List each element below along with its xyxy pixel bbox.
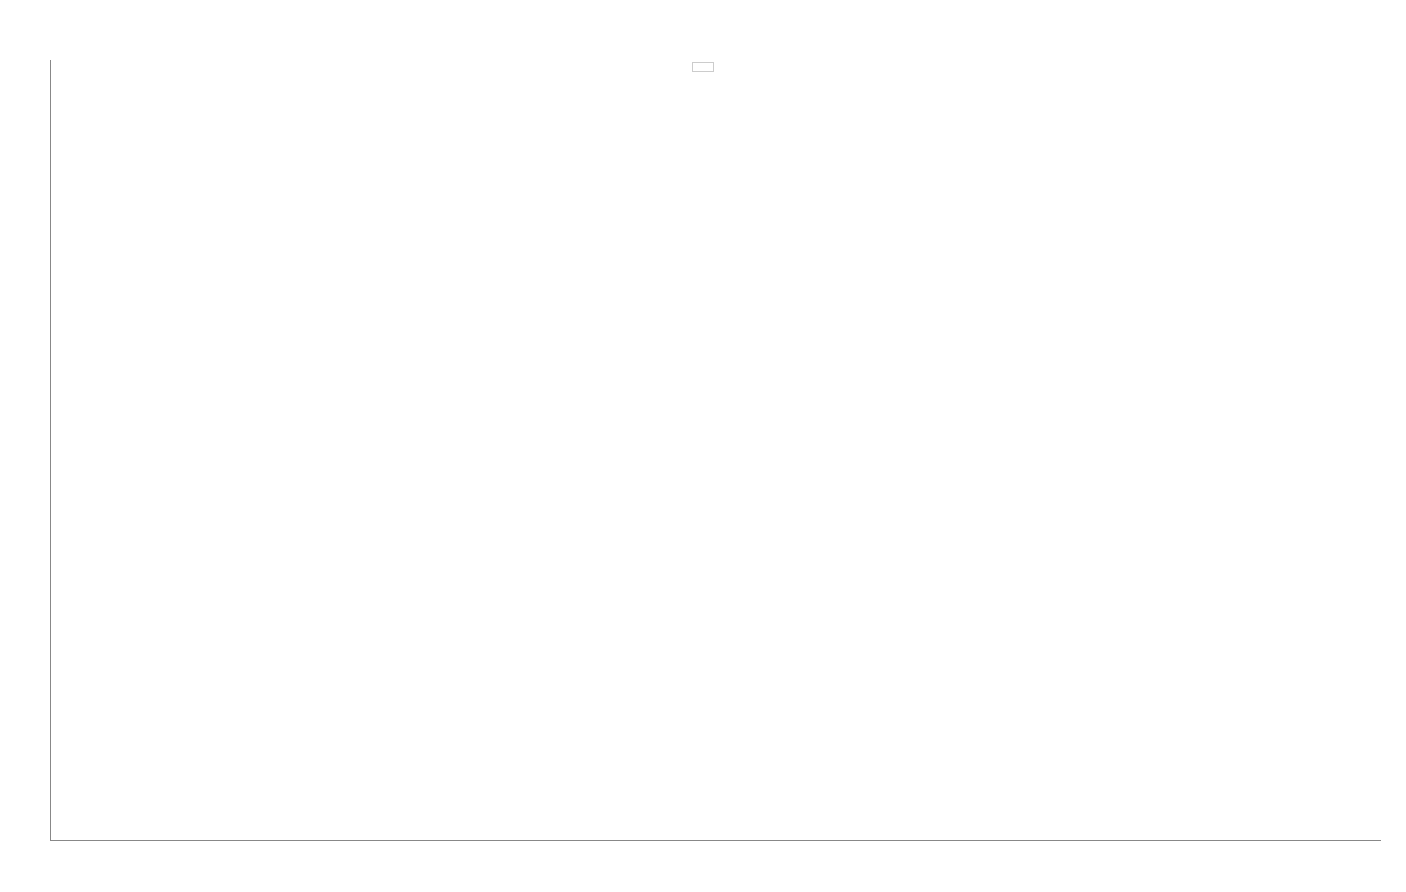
plot-area <box>50 60 1381 841</box>
legend-stats <box>692 62 714 72</box>
chart-svg <box>51 60 1381 840</box>
